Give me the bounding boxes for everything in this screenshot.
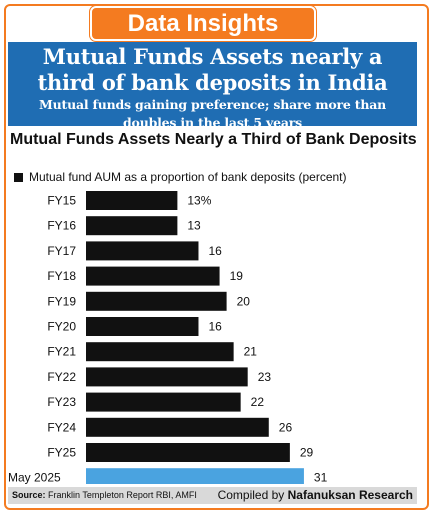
footer-bar: Source: Franklin Templeton Report RBI, A… (8, 487, 417, 504)
category-label: FY18 (47, 269, 76, 283)
headline-line-2: third of bank deposits in India (37, 70, 388, 95)
value-label: 23 (258, 370, 272, 384)
headline-line-1: Mutual Funds Assets nearly a (42, 44, 383, 69)
compiled-by: Compiled by Nafanuksan Research (218, 487, 413, 504)
bar (86, 443, 290, 462)
bar (86, 291, 227, 311)
value-label: 16 (208, 320, 222, 334)
bar (86, 317, 199, 336)
source-label: Source: (12, 490, 46, 500)
value-label: 21 (244, 345, 258, 359)
category-label: FY25 (47, 446, 76, 460)
category-label: FY24 (47, 420, 76, 434)
category-label: FY20 (47, 320, 76, 334)
headline-banner: Mutual Funds Assets nearly a third of ba… (8, 42, 417, 130)
value-label: 22 (251, 395, 265, 409)
legend-label: Mutual fund AUM as a proportion of bank … (29, 170, 347, 184)
compiled-label: Compiled by (217, 488, 285, 502)
bar-chart: FY15 13% FY16 13 FY17 16 FY18 19 FY19 20 FY20 16 FY2… (8, 191, 328, 484)
category-label: FY16 (47, 219, 76, 233)
bar (86, 468, 304, 484)
bar (86, 392, 241, 412)
subheadline-line-2: doubles in the last 5 years (123, 115, 302, 130)
category-label: FY22 (47, 370, 76, 384)
category-label: FY21 (47, 345, 76, 359)
category-label: FY15 (47, 194, 76, 208)
bar (86, 191, 178, 210)
value-label: 16 (208, 244, 222, 258)
compiled-by-name: Nafanuksan Research (287, 488, 413, 502)
value-label: 19 (230, 269, 244, 283)
value-label: 31 (314, 471, 328, 484)
bar (86, 367, 248, 387)
value-label: 13% (187, 194, 211, 208)
category-label: FY19 (47, 294, 76, 308)
bar (86, 417, 269, 437)
subheadline-line-1: Mutual funds gaining preference; share m… (38, 97, 387, 112)
category-label: May 2025 (8, 471, 61, 484)
value-label: 26 (279, 420, 293, 434)
bar (86, 342, 234, 362)
source-note: Source: Franklin Templeton Report RBI, A… (12, 487, 197, 504)
section-badge: Data Insights (90, 6, 316, 41)
value-label: 20 (237, 294, 251, 308)
value-label: 13 (187, 219, 201, 233)
bar (86, 216, 178, 236)
value-label: 29 (300, 446, 314, 460)
bar (86, 241, 199, 261)
legend-swatch (14, 172, 23, 182)
chart-legend: Mutual fund AUM as a proportion of bank … (14, 170, 347, 184)
bar (86, 266, 220, 286)
source-text: Franklin Templeton Report RBI, AMFI (48, 490, 197, 500)
chart-title: Mutual Funds Assets Nearly a Third of Ba… (10, 131, 417, 148)
category-label: FY17 (47, 244, 76, 258)
category-label: FY23 (47, 395, 76, 409)
